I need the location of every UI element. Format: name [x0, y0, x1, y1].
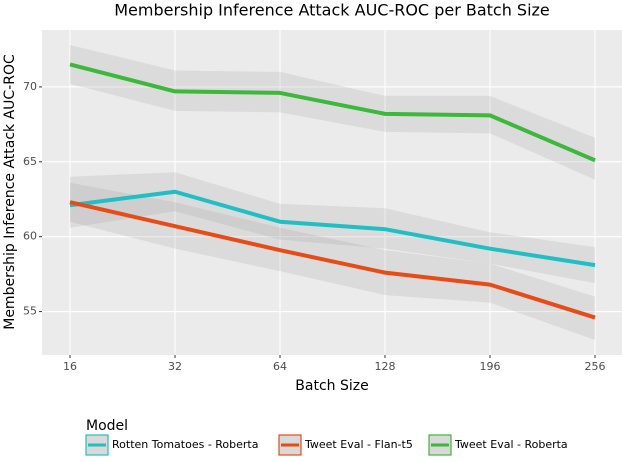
panel — [42, 30, 622, 355]
y-tick-label: 65 — [23, 155, 37, 168]
y-tick-label: 70 — [23, 80, 37, 93]
legend-label: Tweet Eval - Flan-t5 — [304, 438, 413, 451]
data-line — [69, 62, 596, 163]
x-tick-label: 32 — [168, 360, 182, 373]
chart-title: Membership Inference Attack AUC-ROC per … — [114, 1, 550, 20]
legend-title: Model — [86, 418, 128, 434]
confidence-band — [70, 44, 595, 180]
y-tick-label: 55 — [23, 305, 37, 318]
y-axis-label: Membership Inference Attack AUC-ROC — [2, 54, 18, 330]
x-tick-label: 16 — [63, 360, 77, 373]
data-line — [69, 200, 596, 320]
x-axis-label: Batch Size — [295, 378, 368, 394]
data-line — [69, 189, 596, 268]
x-tick-label: 64 — [273, 360, 287, 373]
legend-label: Tweet Eval - Roberta — [454, 438, 568, 451]
legend-label: Rotten Tomatoes - Roberta — [112, 438, 259, 451]
x-tick-label: 256 — [585, 360, 606, 373]
x-tick-label: 128 — [375, 360, 396, 373]
y-tick-label: 60 — [23, 230, 37, 243]
x-tick-label: 196 — [480, 360, 501, 373]
